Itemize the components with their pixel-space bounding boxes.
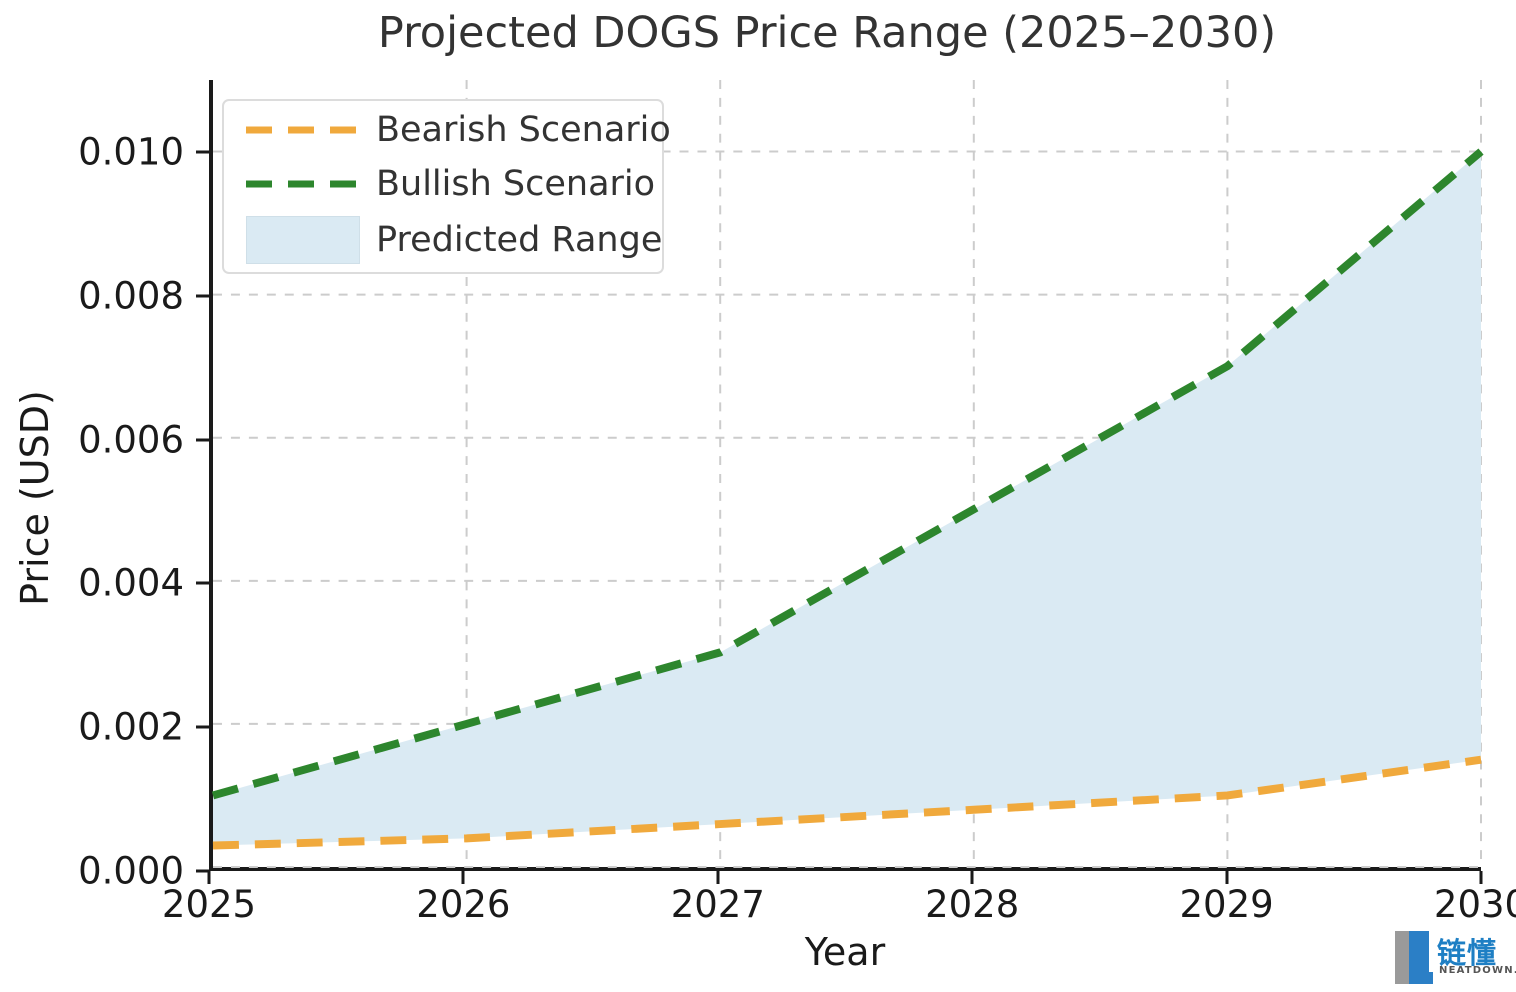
y-tick-label: 0.008 (78, 274, 184, 318)
y-tick-label: 0.002 (78, 705, 184, 749)
y-tick-label: 0.010 (78, 130, 184, 174)
x-tick-mark (207, 871, 211, 884)
legend-label-bullish: Bullish Scenario (376, 164, 656, 204)
y-tick-label: 0.000 (78, 849, 184, 893)
x-axis-label: Year (804, 930, 886, 974)
legend-label-bearish: Bearish Scenario (376, 110, 671, 150)
y-tick-mark (196, 869, 209, 873)
watermark-logo: 链懂 NEATDOWN.COM (1389, 928, 1516, 986)
data-series-layer (211, 148, 1484, 850)
x-tick-label: 2030 (1433, 883, 1516, 926)
y-tick-label: 0.004 (78, 561, 184, 605)
x-tick-mark (970, 871, 974, 884)
y-tick-mark (196, 581, 209, 585)
x-tick-label: 2025 (161, 883, 257, 926)
x-tick-mark (716, 871, 720, 884)
x-tick-label: 2027 (670, 883, 765, 926)
y-tick-mark (196, 294, 209, 298)
legend-swatch-predicted-range (246, 216, 360, 264)
y-tick-mark (196, 725, 209, 729)
legend-swatch-bearish (246, 117, 358, 143)
watermark-text-cn: 链懂 (1437, 936, 1498, 970)
x-tick-label: 2028 (925, 883, 1020, 926)
y-tick-label: 0.006 (78, 418, 184, 462)
series-line-bullish-scenario (211, 148, 1484, 800)
legend-item-bullish: Bullish Scenario (224, 157, 662, 211)
legend-swatch-bullish (246, 171, 358, 197)
x-tick-mark (461, 871, 465, 884)
y-tick-mark (196, 150, 209, 154)
legend-item-bearish: Bearish Scenario (224, 103, 671, 157)
watermark-text-en: NEATDOWN.COM (1439, 965, 1516, 976)
y-tick-mark (196, 438, 209, 442)
x-tick-label: 2026 (416, 883, 511, 926)
x-tick-mark (1225, 871, 1229, 884)
x-tick-mark (1479, 871, 1483, 884)
chart-legend: Bearish Scenario Bullish Scenario Predic… (222, 99, 671, 274)
series-line-bearish-scenario (212, 755, 1482, 850)
neatdown-l-icon (1395, 931, 1433, 984)
page-title: Projected DOGS Price Range (2025–2030) (377, 8, 1277, 58)
legend-item-predicted-range: Predicted Range (224, 213, 662, 267)
legend-label-predicted-range: Predicted Range (376, 220, 663, 260)
predicted-range-band (213, 151, 1481, 846)
y-axis-label: Price (USD) (13, 390, 57, 606)
x-tick-label: 2029 (1179, 883, 1274, 926)
